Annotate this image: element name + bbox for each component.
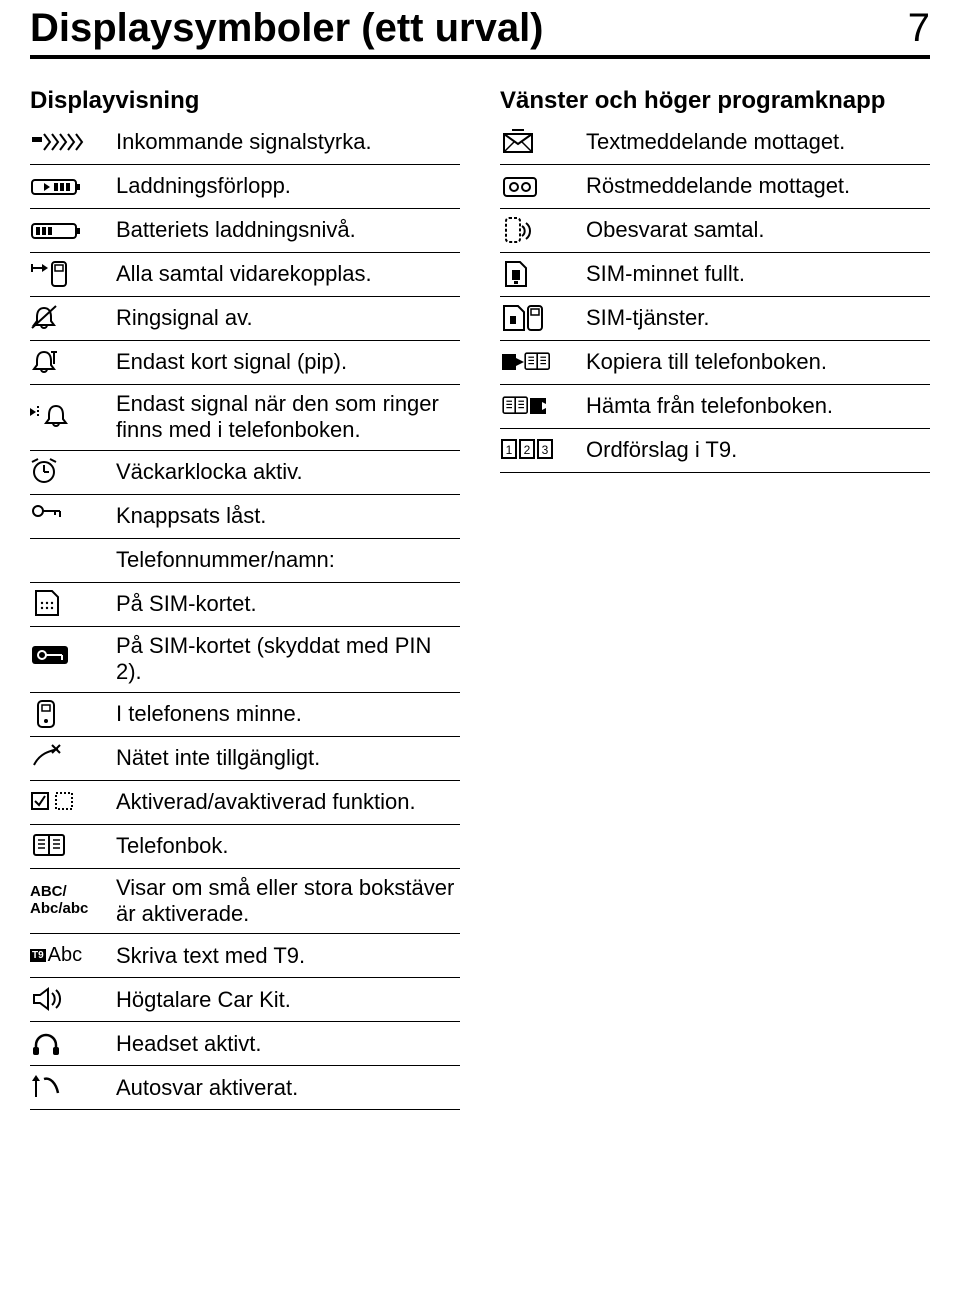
- symbol-label: Obesvarat samtal.: [586, 217, 765, 243]
- left-heading: Displayvisning: [30, 87, 460, 115]
- symbol-row: Batteriets laddningsnivå.: [30, 209, 460, 253]
- symbol-row: Kopiera till telefonboken.: [500, 341, 930, 385]
- right-column: Vänster och höger programknapp Textmedde…: [500, 87, 930, 1110]
- msg-voice-icon: [500, 172, 586, 202]
- bell-off-icon: [30, 304, 116, 334]
- phone-mem-icon: [30, 699, 116, 729]
- symbol-label: Väckarklocka aktiv.: [116, 459, 303, 485]
- symbol-row: På SIM-kortet.: [30, 583, 460, 627]
- page-title: Displaysymboler (ett urval): [30, 6, 878, 51]
- sim-lock-icon: [30, 644, 116, 674]
- symbol-label: SIM-minnet fullt.: [586, 261, 745, 287]
- battery-icon: [30, 216, 116, 246]
- symbol-row: Inkommande signalstyrka.: [30, 121, 460, 165]
- symbol-label: Alla samtal vidarekopplas.: [116, 261, 372, 287]
- symbol-label: Kopiera till telefonboken.: [586, 349, 827, 375]
- alarm-icon: [30, 457, 116, 487]
- symbol-row: Endast kort signal (pip).: [30, 341, 460, 385]
- symbol-row: Autosvar aktiverat.: [30, 1066, 460, 1110]
- symbol-row: Aktiverad/avaktiverad funktion.: [30, 781, 460, 825]
- symbol-label: Aktiverad/avaktiverad funktion.: [116, 789, 416, 815]
- symbol-label: Autosvar aktiverat.: [116, 1075, 298, 1101]
- forward-all-icon: [30, 260, 116, 290]
- t9-suggest-icon: [500, 436, 586, 466]
- symbol-label: Högtalare Car Kit.: [116, 987, 291, 1013]
- headset-icon: [30, 1029, 116, 1059]
- symbol-label: Hämta från telefonboken.: [586, 393, 833, 419]
- symbol-label: Laddningsförlopp.: [116, 173, 291, 199]
- symbol-label: Visar om små eller stora bokstäver är ak…: [116, 875, 460, 928]
- symbol-label: I telefonens minne.: [116, 701, 302, 727]
- symbol-row: Laddningsförlopp.: [30, 165, 460, 209]
- sim-full-icon: [500, 260, 586, 290]
- symbol-label: Telefonnummer/namn:: [116, 547, 335, 573]
- sim-icon: [30, 589, 116, 619]
- page-header: Displaysymboler (ett urval) 7: [30, 0, 930, 59]
- symbol-label: På SIM-kortet.: [116, 591, 257, 617]
- symbol-label: Headset aktivt.: [116, 1031, 262, 1057]
- symbol-label: Endast signal när den som ringer finns m…: [116, 391, 460, 444]
- autoanswer-icon: [30, 1073, 116, 1103]
- symbol-label: Batteriets laddningsnivå.: [116, 217, 356, 243]
- symbol-row: Röstmeddelande mottaget.: [500, 165, 930, 209]
- symbol-label: Nätet inte tillgängligt.: [116, 745, 320, 771]
- symbol-row: ABC/Abc/abcVisar om små eller stora boks…: [30, 869, 460, 935]
- symbol-label: Textmeddelande mottaget.: [586, 129, 845, 155]
- symbol-label: Inkommande signalstyrka.: [116, 129, 372, 155]
- symbol-label: Knappsats låst.: [116, 503, 266, 529]
- symbol-row: Headset aktivt.: [30, 1022, 460, 1066]
- missed-call-icon: [500, 216, 586, 246]
- symbol-row: Telefonbok.: [30, 825, 460, 869]
- left-column: Displayvisning Inkommande signalstyrka. L…: [30, 87, 460, 1110]
- t9abc-icon: T9 Abc: [30, 944, 116, 967]
- symbol-row: SIM-minnet fullt.: [500, 253, 930, 297]
- symbol-row: Alla samtal vidarekopplas.: [30, 253, 460, 297]
- symbol-row: Högtalare Car Kit.: [30, 978, 460, 1022]
- symbol-row: T9 Abc Skriva text med T9.: [30, 934, 460, 978]
- right-heading: Vänster och höger programknapp: [500, 87, 930, 115]
- page-number: 7: [878, 6, 930, 51]
- abc-icon: ABC/Abc/abc: [30, 884, 116, 917]
- symbol-label: Ordförslag i T9.: [586, 437, 737, 463]
- symbol-row: I telefonens minne.: [30, 693, 460, 737]
- msg-text-icon: [500, 128, 586, 158]
- phonebook-icon: [30, 831, 116, 861]
- symbol-row: Nätet inte tillgängligt.: [30, 737, 460, 781]
- signal-icon: [30, 128, 116, 158]
- bell-pb-icon: [30, 402, 116, 432]
- copy-from-pb-icon: [500, 392, 586, 422]
- symbol-row: På SIM-kortet (skyddat med PIN 2).: [30, 627, 460, 693]
- speaker-icon: [30, 985, 116, 1015]
- symbol-label: På SIM-kortet (skyddat med PIN 2).: [116, 633, 460, 686]
- symbol-label: Endast kort signal (pip).: [116, 349, 347, 375]
- symbol-label: SIM-tjänster.: [586, 305, 709, 331]
- symbol-label: Röstmeddelande mottaget.: [586, 173, 850, 199]
- symbol-row: Ringsignal av.: [30, 297, 460, 341]
- symbol-row: Textmeddelande mottaget.: [500, 121, 930, 165]
- bell-beep-icon: [30, 348, 116, 378]
- symbol-row: Hämta från telefonboken.: [500, 385, 930, 429]
- symbol-label: Ringsignal av.: [116, 305, 253, 331]
- symbol-label: Telefonbok.: [116, 833, 229, 859]
- symbol-label: Skriva text med T9.: [116, 943, 305, 969]
- symbol-row: SIM-tjänster.: [500, 297, 930, 341]
- symbol-row: Endast signal när den som ringer finns m…: [30, 385, 460, 451]
- symbol-row: Telefonnummer/namn:: [30, 539, 460, 583]
- symbol-row: Knappsats låst.: [30, 495, 460, 539]
- symbol-row: Obesvarat samtal.: [500, 209, 930, 253]
- key-lock-icon: [30, 501, 116, 531]
- symbol-row: Väckarklocka aktiv.: [30, 451, 460, 495]
- no-net-icon: [30, 743, 116, 773]
- copy-to-pb-icon: [500, 348, 586, 378]
- checkboxes-icon: [30, 787, 116, 817]
- charging-icon: [30, 172, 116, 202]
- sim-services-icon: [500, 304, 586, 334]
- symbol-row: Ordförslag i T9.: [500, 429, 930, 473]
